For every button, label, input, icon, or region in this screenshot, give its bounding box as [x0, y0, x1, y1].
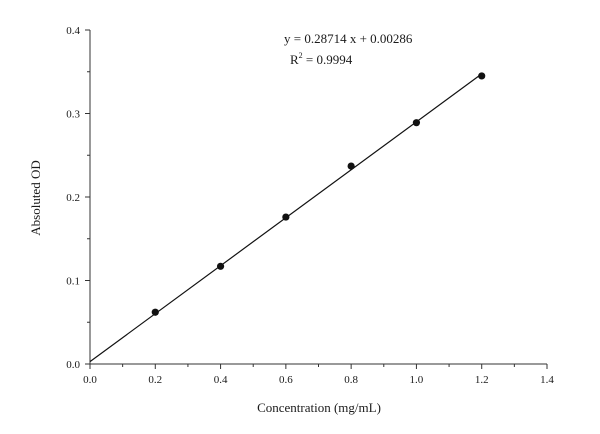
y-tick-label: 0.1 [66, 276, 80, 288]
data-point [412, 119, 421, 127]
equation-annotation: y = 0.28714 x + 0.00286 [284, 31, 413, 46]
y-tick-label: 0.3 [66, 109, 80, 121]
data-point [151, 308, 159, 316]
ticks: 0.0 0.2 0.4 0.6 0.8 1.0 1.2 1.4 0.0 0.1 0.2 0.3 0.4 [66, 25, 554, 386]
y-tick-label: 0.2 [66, 192, 80, 204]
x-tick-label: 0.2 [148, 374, 162, 386]
x-axis-title: Concentration (mg/mL) [257, 400, 381, 415]
y-tick-label: 0.0 [66, 359, 80, 371]
x-tick-label: 1.2 [475, 374, 489, 386]
x-tick-label: 0.6 [279, 374, 293, 386]
r-squared-superscript: 2 [299, 51, 303, 60]
x-tick-label: 0.0 [83, 374, 97, 386]
data-point [216, 262, 225, 270]
y-tick-label: 0.4 [66, 25, 80, 37]
x-tick-label: 1.0 [410, 374, 424, 386]
axes [89, 30, 547, 365]
x-tick-label: 1.4 [540, 374, 554, 386]
data-point [347, 162, 355, 170]
x-tick-label: 0.8 [344, 374, 358, 386]
r-squared-annotation: R2 = 0.9994 [290, 51, 353, 67]
y-axis-title: Absoluted OD [28, 160, 43, 235]
r-squared-value: = 0.9994 [303, 52, 353, 67]
r-squared-symbol: R [290, 52, 299, 67]
data-points [151, 72, 486, 316]
data-point [478, 72, 486, 80]
x-tick-label: 0.4 [214, 374, 228, 386]
data-point [282, 213, 290, 221]
